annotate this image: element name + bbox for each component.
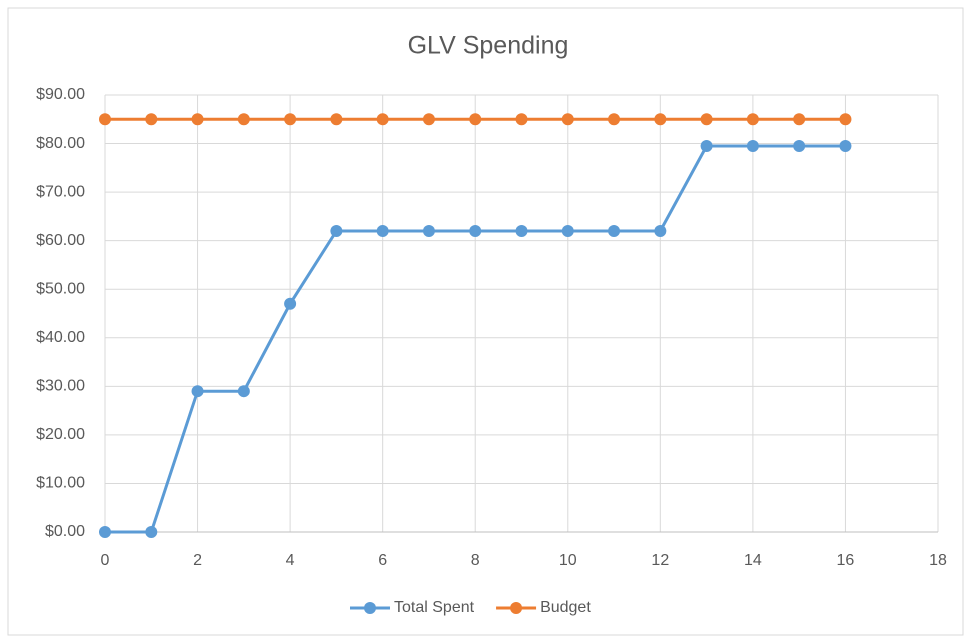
data-point [237,113,250,126]
legend-label: Budget [540,599,591,616]
data-point [793,139,806,152]
data-point [376,113,389,126]
x-tick-label: 0 [101,552,110,569]
y-tick-label: $50.00 [36,280,85,297]
legend-marker [510,602,523,614]
legend-label: Total Spent [394,599,475,616]
data-point [700,113,713,126]
data-point [422,224,435,237]
data-point [515,224,528,237]
data-point [145,526,158,538]
chart-border [7,7,964,636]
data-point [608,113,621,126]
data-point [700,139,713,152]
data-point [654,224,667,237]
y-tick-label: $70.00 [36,183,85,200]
x-tick-label: 10 [559,552,577,569]
data-point [608,224,621,237]
data-point [839,113,852,126]
data-point [284,297,297,310]
data-point [145,113,158,126]
data-point [191,113,204,126]
data-point [793,113,806,126]
data-point [237,385,250,398]
x-tick-label: 18 [929,552,947,569]
x-tick-label: 12 [651,552,669,569]
legend-marker [364,602,376,614]
data-point [191,385,204,398]
data-point [746,139,759,152]
data-point [99,113,111,126]
data-point [469,224,482,237]
x-tick-label: 6 [378,552,387,569]
y-tick-label: $40.00 [36,329,85,346]
data-point [654,113,667,126]
chart-title: GLV Spending [408,32,569,60]
data-point [561,224,574,237]
data-point [469,113,482,126]
data-point [99,526,111,538]
data-point [330,113,343,126]
y-tick-label: $10.00 [36,475,85,492]
y-tick-label: $60.00 [36,232,85,249]
data-point [839,139,852,152]
y-tick-label: $20.00 [36,426,85,443]
x-tick-label: 4 [286,552,295,569]
x-tick-label: 8 [471,552,480,569]
data-point [330,224,343,237]
data-point [746,113,759,126]
y-tick-label: $90.00 [36,86,85,103]
x-tick-label: 14 [744,552,762,569]
data-point [284,113,297,126]
data-point [422,113,435,126]
y-tick-label: $30.00 [36,378,85,395]
x-tick-label: 16 [837,552,855,569]
data-point [515,113,528,126]
data-point [561,113,574,126]
y-tick-label: $80.00 [36,135,85,152]
data-point [376,224,389,237]
x-tick-label: 2 [193,552,202,569]
y-tick-label: $0.00 [45,523,85,540]
